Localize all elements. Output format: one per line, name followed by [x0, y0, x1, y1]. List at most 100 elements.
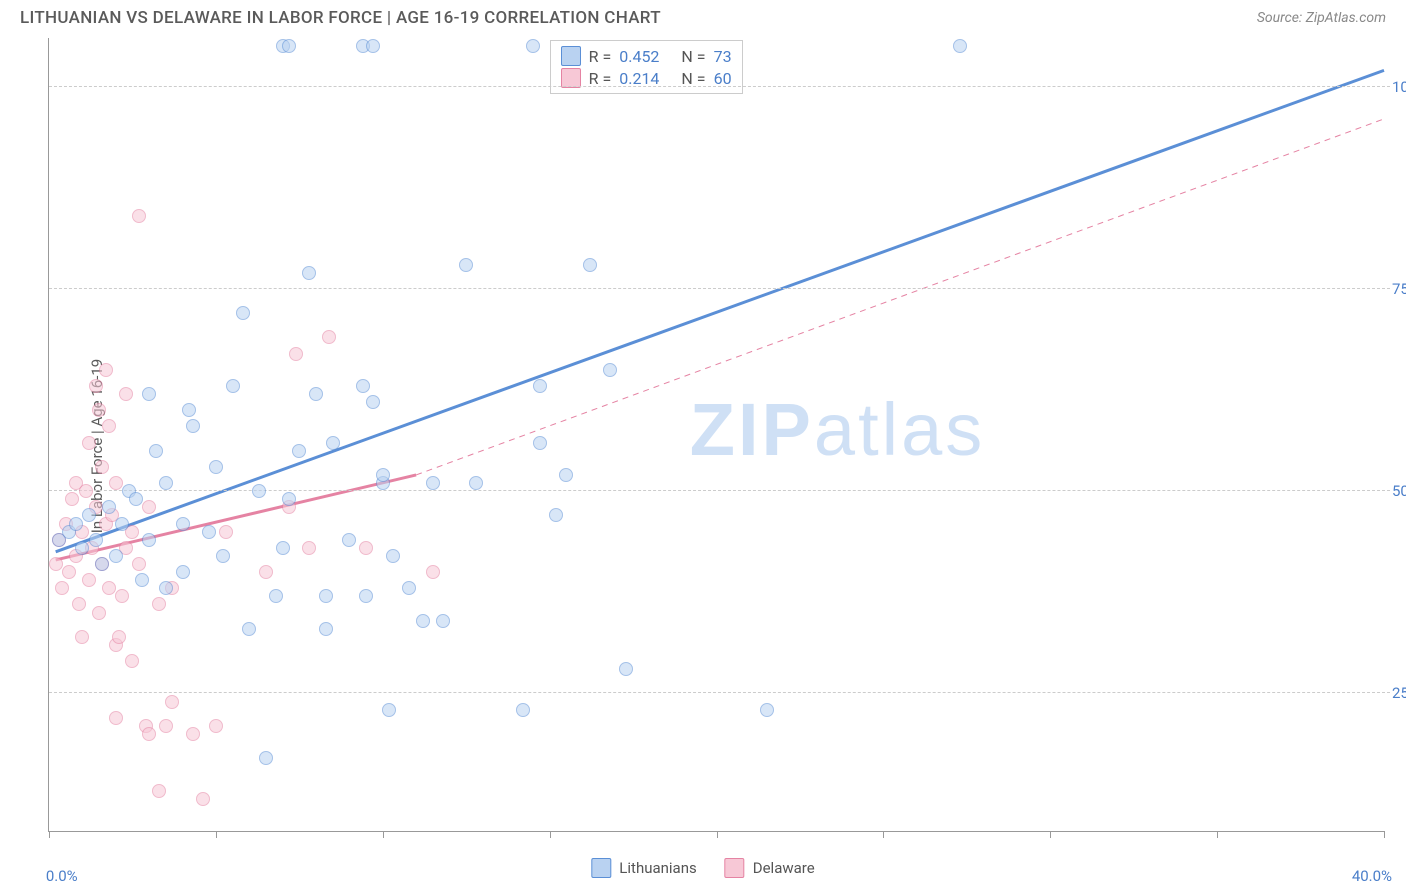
scatter-point [125, 654, 139, 668]
y-tick-label: 50.0% [1392, 482, 1406, 500]
chart-title: LITHUANIAN VS DELAWARE IN LABOR FORCE | … [20, 8, 661, 28]
scatter-point [319, 589, 333, 603]
scatter-point [152, 784, 166, 798]
scatter-point [583, 258, 597, 272]
bottom-legend: Lithuanians Delaware [591, 858, 814, 878]
scatter-point [259, 751, 273, 765]
scatter-point [119, 387, 133, 401]
scatter-point [292, 444, 306, 458]
x-tick [1050, 831, 1051, 838]
scatter-point [202, 525, 216, 539]
scatter-point [196, 792, 210, 806]
scatter-point [366, 39, 380, 53]
scatter-point [149, 444, 163, 458]
scatter-point [386, 549, 400, 563]
x-tick [49, 831, 50, 838]
scatter-point [142, 533, 156, 547]
scatter-point [322, 330, 336, 344]
scatter-point [376, 468, 390, 482]
scatter-point [92, 606, 106, 620]
scatter-point [62, 565, 76, 579]
scatter-point [102, 581, 116, 595]
scatter-point [359, 541, 373, 555]
scatter-point [533, 436, 547, 450]
x-tick [1217, 831, 1218, 838]
watermark: ZIPatlas [690, 387, 985, 472]
scatter-point [402, 581, 416, 595]
scatter-point [72, 597, 86, 611]
scatter-point [159, 581, 173, 595]
scatter-point [176, 565, 190, 579]
scatter-point [186, 419, 200, 433]
scatter-point [226, 379, 240, 393]
x-tick [550, 831, 551, 838]
scatter-point [252, 484, 266, 498]
scatter-point [176, 517, 190, 531]
scatter-point [92, 403, 106, 417]
scatter-point [382, 703, 396, 717]
scatter-point [289, 347, 303, 361]
x-tick [1384, 831, 1385, 838]
scatter-point [359, 589, 373, 603]
gridline-h [49, 490, 1390, 491]
x-tick [216, 831, 217, 838]
scatter-point [115, 589, 129, 603]
scatter-point [302, 541, 316, 555]
scatter-point [366, 395, 380, 409]
scatter-point [269, 589, 283, 603]
x-tick [383, 831, 384, 838]
scatter-point [426, 565, 440, 579]
scatter-point [242, 622, 256, 636]
x-tick [717, 831, 718, 838]
scatter-point [603, 363, 617, 377]
scatter-point [416, 614, 430, 628]
gridline-h [49, 288, 1390, 289]
stat-n-label: N = [681, 47, 705, 66]
scatter-point [82, 436, 96, 450]
scatter-point [182, 403, 196, 417]
scatter-point [109, 711, 123, 725]
scatter-point [326, 436, 340, 450]
source-label: Source: ZipAtlas.com [1257, 10, 1386, 26]
scatter-point [953, 39, 967, 53]
x-tick-label: 40.0% [1352, 867, 1392, 885]
scatter-point [469, 476, 483, 490]
trend-line [56, 70, 1384, 551]
trend-line [416, 119, 1384, 475]
scatter-point [526, 39, 540, 53]
scatter-point [342, 533, 356, 547]
legend-item: Delaware [725, 858, 815, 878]
scatter-point [356, 379, 370, 393]
scatter-point [276, 541, 290, 555]
scatter-point [89, 379, 103, 393]
scatter-point [132, 557, 146, 571]
scatter-point [69, 517, 83, 531]
legend-marker [561, 46, 581, 66]
scatter-point [159, 476, 173, 490]
scatter-point [82, 573, 96, 587]
scatter-point [259, 565, 273, 579]
legend-label: Lithuanians [619, 859, 696, 877]
scatter-point [49, 557, 63, 571]
legend-item: Lithuanians [591, 858, 696, 878]
scatter-point [102, 419, 116, 433]
scatter-point [459, 258, 473, 272]
scatter-point [426, 476, 440, 490]
stats-row: R = 0.452N = 73 [561, 45, 732, 67]
scatter-point [55, 581, 69, 595]
trend-lines-svg [49, 38, 1384, 831]
scatter-point [132, 209, 146, 223]
scatter-point [282, 39, 296, 53]
y-tick-label: 25.0% [1392, 684, 1406, 702]
scatter-point [109, 476, 123, 490]
scatter-point [82, 508, 96, 522]
scatter-point [549, 508, 563, 522]
scatter-point [236, 306, 250, 320]
legend-label: Delaware [753, 859, 815, 877]
scatter-point [319, 622, 333, 636]
scatter-point [533, 379, 547, 393]
scatter-point [142, 387, 156, 401]
scatter-point [65, 492, 79, 506]
scatter-point [159, 719, 173, 733]
scatter-point [165, 695, 179, 709]
